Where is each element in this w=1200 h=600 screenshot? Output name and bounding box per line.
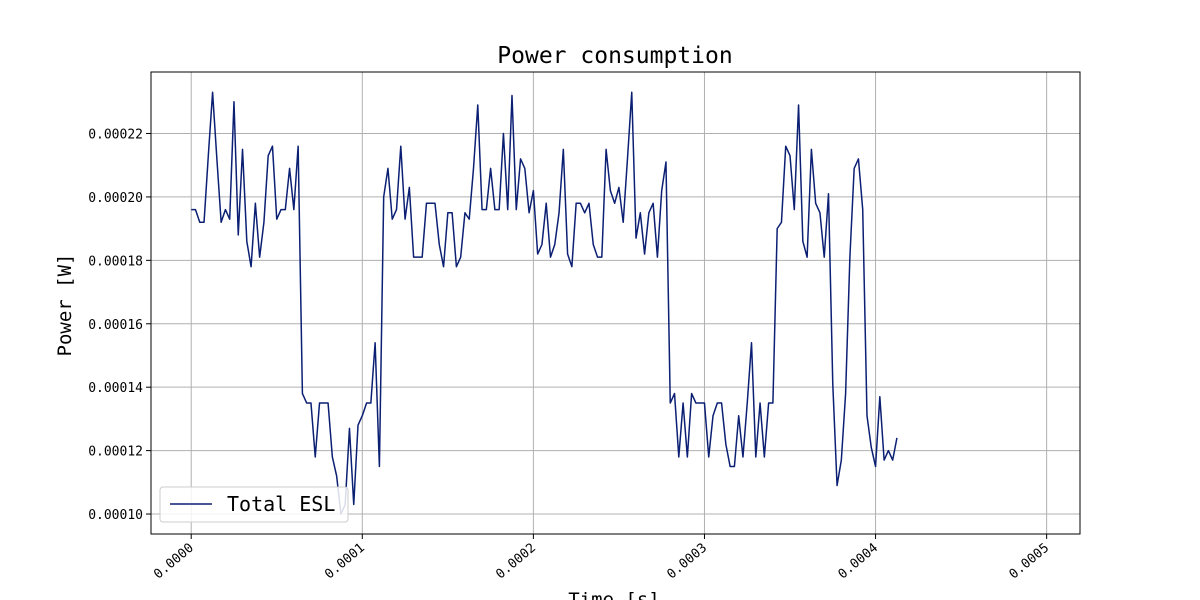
y-tick-label: 0.00022 [88,128,143,143]
legend: Total ESL [159,486,349,523]
x-tick-label: 0.0000 [151,541,197,583]
plot-area-frame [150,71,1081,535]
legend-box [159,486,349,523]
y-tick-label: 0.00020 [88,191,143,206]
x-tick-label: 0.0004 [836,540,882,582]
y-tick-label: 0.00018 [88,254,143,269]
x-tick-label: 0.0002 [493,541,539,583]
y-axis-label: Power [W] [54,254,76,357]
x-axis-ticks: 0.0000 0.0001 0.0002 0.0003 0.0004 0.0005 [151,534,1052,582]
y-axis-ticks: 0.00010 0.00012 0.00014 0.00016 0.00018 0.000… [88,128,151,523]
y-tick-label: 0.00010 [88,508,143,523]
grid-lines [151,72,1080,534]
x-tick-label: 0.0003 [664,541,710,583]
chart-title: Power consumption [497,43,732,69]
y-tick-label: 0.00012 [88,445,143,460]
y-tick-label: 0.00016 [88,318,143,333]
x-tick-label: 0.0005 [1007,541,1053,583]
x-tick-label: 0.0001 [322,541,368,583]
legend-label-total-esl: Total ESL [227,492,335,516]
y-tick-label: 0.00014 [88,381,143,396]
series-line-total-esl [191,91,898,515]
series-layer [191,91,898,515]
x-axis-label: Time [s] [568,589,660,600]
